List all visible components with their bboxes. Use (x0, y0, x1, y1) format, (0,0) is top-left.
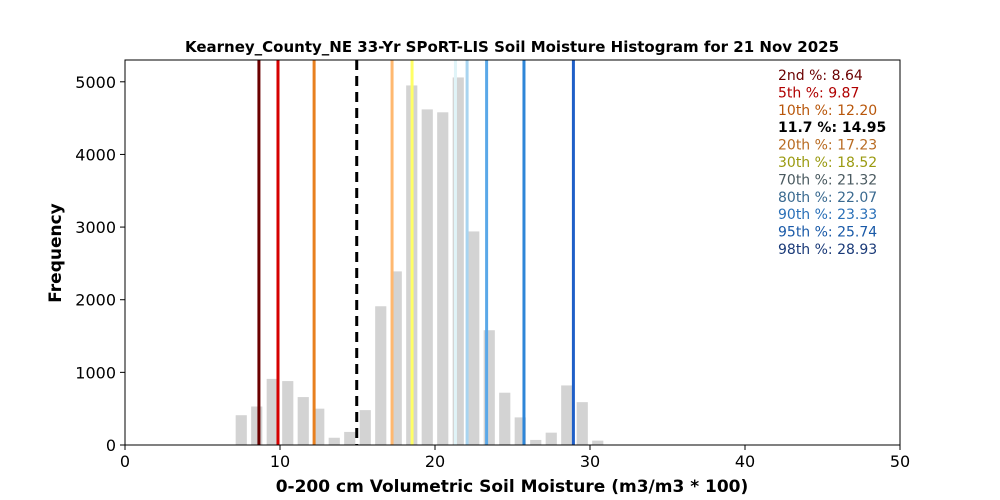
y-tick-label-0: 0 (106, 436, 116, 455)
y-tick-label-5: 5000 (75, 73, 116, 92)
histogram-bar-16 (483, 330, 495, 445)
histogram-bar-14 (452, 77, 464, 446)
x-tick-label-4: 40 (735, 452, 755, 471)
y-axis-label: Frequency (46, 203, 66, 303)
y-tick-label-3: 3000 (75, 218, 116, 237)
legend-label-0: 2nd %: 8.64 (778, 68, 863, 84)
histogram-bar-7 (344, 431, 356, 445)
x-tick-label-5: 50 (890, 452, 910, 471)
histogram-bar-17 (499, 392, 511, 445)
y-tick-label-2: 2000 (75, 291, 116, 310)
histogram-bar-9 (375, 306, 387, 445)
x-tick-label-0: 0 (120, 452, 130, 471)
legend-entry-2: 10th %: 12.20 (778, 103, 877, 119)
x-tick-label-1: 10 (270, 452, 290, 471)
histogram-bar-4 (297, 397, 309, 445)
histogram-bar-13 (437, 112, 449, 446)
histogram-bar-19 (530, 439, 542, 445)
histogram-bar-8 (359, 410, 371, 445)
histogram-bar-3 (282, 381, 294, 445)
legend-entry-10: 98th %: 28.93 (778, 242, 877, 258)
histogram-bar-1 (251, 406, 263, 445)
histogram-bar-23 (592, 440, 604, 445)
histogram-bar-5 (313, 408, 325, 445)
histogram-bar-21 (561, 385, 573, 445)
legend-label-6: 70th %: 21.32 (778, 172, 877, 188)
legend-label-7: 80th %: 22.07 (778, 190, 877, 206)
histogram-bar-2 (266, 378, 278, 445)
legend-entry-8: 90th %: 23.33 (778, 207, 877, 223)
legend-label-5: 30th %: 18.52 (778, 155, 877, 171)
histogram-bar-18 (514, 417, 526, 445)
histogram-bar-10 (390, 271, 402, 445)
legend-label-3: 11.7 %: 14.95 (778, 120, 886, 136)
legend-entry-5: 30th %: 18.52 (778, 155, 877, 171)
legend-entry-9: 95th %: 25.74 (778, 225, 877, 241)
y-tick-label-1: 1000 (75, 363, 116, 382)
x-tick-label-3: 30 (580, 452, 600, 471)
legend-entry-1: 5th %: 9.87 (778, 85, 859, 101)
histogram-bar-12 (421, 109, 433, 446)
legend-label-8: 90th %: 23.33 (778, 207, 877, 223)
legend-label-1: 5th %: 9.87 (778, 85, 859, 101)
legend-label-9: 95th %: 25.74 (778, 225, 877, 241)
legend-label-4: 20th %: 17.23 (778, 138, 877, 154)
legend-entry-6: 70th %: 21.32 (778, 172, 877, 188)
x-axis-label: 0-200 cm Volumetric Soil Moisture (m3/m3… (276, 477, 749, 497)
legend-entry-3: 11.7 %: 14.95 (778, 120, 886, 136)
histogram-bar-15 (468, 231, 480, 445)
legend-entry-0: 2nd %: 8.64 (778, 68, 863, 84)
legend-entry-4: 20th %: 17.23 (778, 138, 877, 154)
chart-title: Kearney_County_NE 33-Yr SPoRT-LIS Soil M… (185, 38, 839, 56)
legend-label-10: 98th %: 28.93 (778, 242, 877, 258)
legend-label-2: 10th %: 12.20 (778, 103, 877, 119)
histogram-bar-20 (545, 432, 557, 445)
histogram-bar-22 (576, 402, 588, 445)
plot-area: 0 10 20 30 40 50 0 1000 2000 3000 4000 5000 2nd %: 8… (75, 59, 910, 471)
y-tick-label-4: 4000 (75, 145, 116, 164)
plot-frame (124, 59, 901, 446)
x-tick-label-2: 20 (425, 452, 445, 471)
histogram-bar-0 (235, 415, 247, 445)
histogram-bar-6 (328, 437, 340, 445)
legend-entry-7: 80th %: 22.07 (778, 190, 877, 206)
